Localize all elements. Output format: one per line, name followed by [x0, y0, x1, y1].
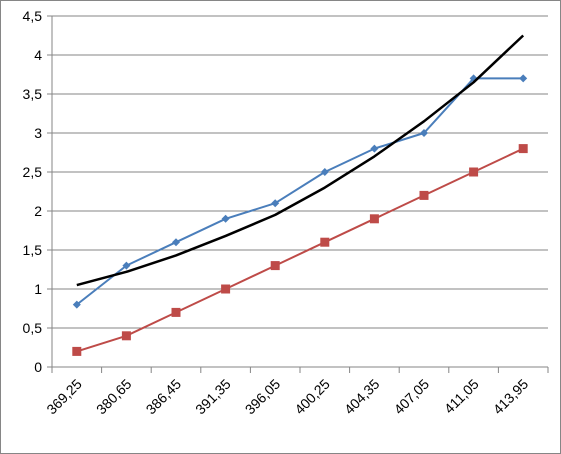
- y-tick-label: 2: [34, 203, 42, 219]
- series-line: [76, 147, 524, 353]
- y-tick-label: 3,5: [23, 86, 43, 102]
- y-tick-label: 4,5: [23, 8, 43, 24]
- point-marker: [72, 300, 81, 309]
- point-marker: [320, 237, 330, 247]
- point-marker: [469, 167, 479, 177]
- y-tick-label: 0,5: [23, 320, 43, 336]
- point-marker: [72, 346, 82, 356]
- y-tick-label: 3: [34, 125, 42, 141]
- y-tick-label: 2,5: [23, 164, 43, 180]
- y-tick-label: 1: [34, 281, 42, 297]
- point-marker: [420, 129, 428, 137]
- point-marker: [221, 214, 230, 223]
- point-marker: [171, 307, 181, 317]
- point-marker: [518, 144, 528, 154]
- point-marker: [320, 168, 329, 176]
- y-tick-label: 0: [34, 359, 42, 375]
- point-marker: [369, 214, 379, 224]
- point-marker: [121, 331, 131, 341]
- point-marker: [172, 238, 180, 247]
- point-marker: [221, 284, 231, 294]
- point-marker: [419, 190, 429, 200]
- series-line: [76, 34, 525, 287]
- series-line: [76, 77, 524, 306]
- point-marker: [271, 199, 280, 208]
- point-marker: [370, 144, 379, 153]
- y-tick-label: 4: [34, 47, 42, 63]
- point-marker: [122, 261, 131, 270]
- y-tick-label: 1,5: [23, 242, 43, 258]
- point-marker: [270, 261, 280, 271]
- point-marker: [519, 74, 528, 83]
